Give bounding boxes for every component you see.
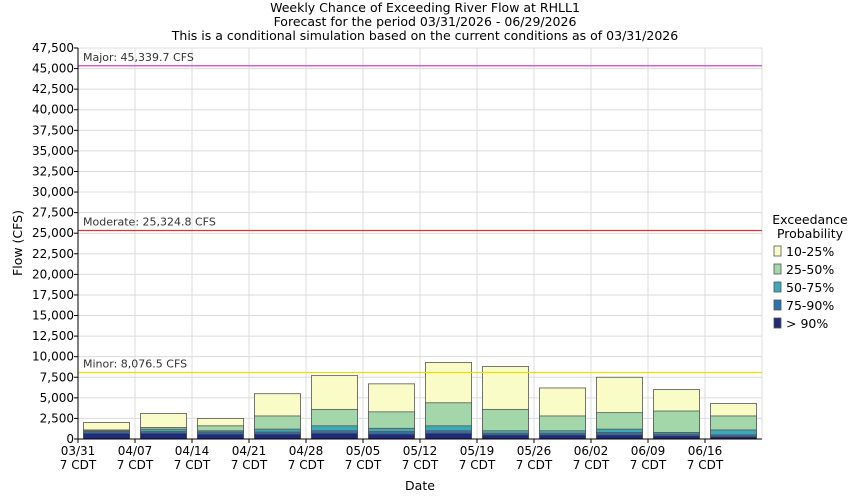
x-tick-label-tz: 7 CDT bbox=[60, 458, 97, 472]
chart-title: Weekly Chance of Exceeding River Flow at… bbox=[270, 0, 580, 15]
x-tick-label-date: 03/31 bbox=[61, 444, 96, 458]
legend-swatch bbox=[773, 263, 782, 275]
y-tick-label: 30,000 bbox=[32, 185, 74, 199]
legend-item: 75-90% bbox=[786, 298, 834, 313]
legend-swatch bbox=[773, 317, 782, 329]
threshold-lines: Major: 45,339.7 CFS Moderate: 25,324.8 CF… bbox=[78, 51, 762, 374]
x-tick-label-date: 04/21 bbox=[232, 444, 267, 458]
chart-subtitle-line-1: Forecast for the period 03/31/2026 - 06/… bbox=[274, 14, 577, 29]
chart-subtitle-line-2: This is a conditional simulation based o… bbox=[171, 28, 678, 43]
x-tick-label-date: 05/05 bbox=[346, 444, 381, 458]
legend-swatch bbox=[773, 281, 782, 293]
y-tick-label: 7,500 bbox=[40, 370, 74, 384]
x-tick-label-tz: 7 CDT bbox=[288, 458, 325, 472]
y-tick-label: 20,000 bbox=[32, 267, 74, 281]
bar-06-02-90 bbox=[596, 434, 643, 440]
chart-titles: Weekly Chance of Exceeding River Flow at… bbox=[171, 0, 678, 43]
y-tick-label: 12,500 bbox=[32, 329, 74, 343]
bar-05-19-90 bbox=[482, 434, 529, 440]
y-tick-label: 35,000 bbox=[32, 144, 74, 158]
legend-item: > 90% bbox=[786, 316, 828, 331]
bar-05-05-90 bbox=[368, 433, 415, 440]
x-tick-label-date: 05/19 bbox=[460, 444, 495, 458]
y-tick-label: 22,500 bbox=[32, 247, 74, 261]
y-tick-labels: 0 2,500 5,000 7,500 10,000 12,500 15,000 17,500… bbox=[32, 41, 78, 446]
grid-lines bbox=[77, 47, 763, 440]
y-tick-label: 15,000 bbox=[32, 309, 74, 323]
y-tick-label: 0 bbox=[66, 432, 74, 446]
bar-05-26-90 bbox=[539, 434, 586, 440]
legend-item: 10-25% bbox=[786, 244, 834, 259]
y-tick-label: 45,000 bbox=[32, 62, 74, 76]
legend: Exceedance Probability 10-25% 25-50% 50-75… bbox=[772, 212, 848, 331]
x-tick-label-date: 06/16 bbox=[688, 444, 723, 458]
x-tick-label-date: 06/09 bbox=[631, 444, 666, 458]
x-tick-label-tz: 7 CDT bbox=[174, 458, 211, 472]
x-tick-label-tz: 7 CDT bbox=[687, 458, 724, 472]
legend-item: 25-50% bbox=[786, 262, 834, 277]
y-tick-label: 47,500 bbox=[32, 41, 74, 55]
x-tick-label-date: 06/02 bbox=[574, 444, 609, 458]
x-tick-label-tz: 7 CDT bbox=[402, 458, 439, 472]
legend-title-line-2: Probability bbox=[777, 226, 844, 241]
x-tick-label-tz: 7 CDT bbox=[459, 458, 496, 472]
legend-swatch bbox=[773, 299, 782, 311]
y-tick-label: 32,500 bbox=[32, 164, 74, 178]
bar-04-07-90 bbox=[140, 432, 187, 440]
x-tick-label-date: 05/12 bbox=[403, 444, 438, 458]
x-axis-label: Date bbox=[405, 478, 435, 493]
y-tick-label: 10,000 bbox=[32, 350, 74, 364]
x-tick-label-tz: 7 CDT bbox=[345, 458, 382, 472]
bar-04-21-90 bbox=[254, 433, 301, 440]
x-tick-label-tz: 7 CDT bbox=[231, 458, 268, 472]
x-tick-label-date: 04/14 bbox=[175, 444, 210, 458]
y-tick-label: 2,500 bbox=[40, 411, 74, 425]
x-tick-label-tz: 7 CDT bbox=[630, 458, 667, 472]
y-tick-label: 5,000 bbox=[40, 391, 74, 405]
threshold-label-1: Moderate: 25,324.8 CFS bbox=[83, 216, 216, 229]
x-tick-label-tz: 7 CDT bbox=[516, 458, 553, 472]
x-tick-label-date: 05/26 bbox=[517, 444, 552, 458]
y-tick-label: 42,500 bbox=[32, 82, 74, 96]
x-tick-label-date: 04/28 bbox=[289, 444, 324, 458]
threshold-label-0: Major: 45,339.7 CFS bbox=[83, 51, 194, 64]
x-tick-label-tz: 7 CDT bbox=[573, 458, 610, 472]
y-tick-label: 17,500 bbox=[32, 288, 74, 302]
x-tick-label-tz: 7 CDT bbox=[117, 458, 154, 472]
bar-05-12-90 bbox=[425, 432, 472, 440]
bar-04-28-90 bbox=[311, 432, 358, 440]
bar-04-14-90 bbox=[197, 433, 244, 440]
x-tick-label-date: 04/07 bbox=[118, 444, 153, 458]
y-tick-label: 40,000 bbox=[32, 103, 74, 117]
legend-title-line-1: Exceedance bbox=[772, 212, 848, 227]
bar-stacks bbox=[83, 362, 757, 440]
y-axis-label: Flow (CFS) bbox=[10, 210, 25, 276]
y-tick-label: 25,000 bbox=[32, 226, 74, 240]
legend-swatch bbox=[773, 245, 782, 257]
y-tick-label: 37,500 bbox=[32, 123, 74, 137]
legend-item: 50-75% bbox=[786, 280, 834, 295]
y-tick-label: 27,500 bbox=[32, 206, 74, 220]
threshold-label-2: Minor: 8,076.5 CFS bbox=[83, 358, 187, 371]
bar-03-31-90 bbox=[83, 432, 130, 440]
